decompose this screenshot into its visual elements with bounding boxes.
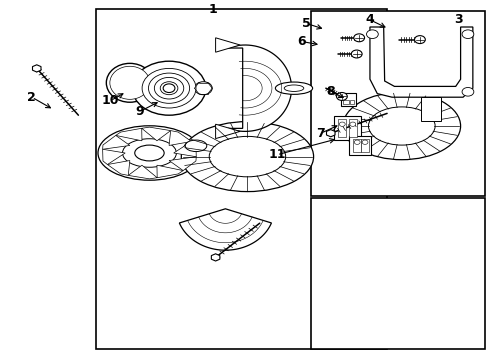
Polygon shape	[107, 161, 130, 175]
Ellipse shape	[275, 82, 313, 94]
Ellipse shape	[110, 66, 150, 99]
Bar	[341, 93, 356, 106]
Bar	[96, 9, 387, 349]
Ellipse shape	[160, 82, 178, 95]
Ellipse shape	[154, 77, 184, 99]
Ellipse shape	[185, 140, 207, 152]
Bar	[334, 116, 362, 140]
Circle shape	[462, 30, 474, 39]
Bar	[350, 100, 354, 104]
Polygon shape	[216, 38, 240, 52]
Bar	[349, 136, 371, 155]
Circle shape	[351, 50, 362, 58]
Ellipse shape	[209, 136, 286, 177]
Text: 7: 7	[317, 127, 325, 140]
Polygon shape	[142, 127, 171, 141]
Polygon shape	[32, 65, 41, 72]
Polygon shape	[169, 157, 196, 171]
Text: 4: 4	[366, 13, 374, 26]
Bar	[311, 198, 485, 349]
Ellipse shape	[98, 126, 201, 180]
Polygon shape	[128, 165, 157, 179]
Text: 6: 6	[297, 35, 306, 48]
Ellipse shape	[284, 85, 304, 91]
Polygon shape	[211, 254, 220, 261]
Bar	[338, 119, 346, 136]
Bar	[349, 119, 357, 136]
Polygon shape	[116, 128, 142, 141]
Ellipse shape	[135, 145, 164, 161]
Bar	[343, 100, 349, 104]
Polygon shape	[173, 141, 196, 157]
Polygon shape	[169, 131, 192, 145]
Text: 5: 5	[302, 17, 311, 30]
Polygon shape	[326, 130, 335, 137]
Polygon shape	[157, 165, 183, 178]
Polygon shape	[216, 124, 240, 139]
Bar	[361, 139, 369, 152]
Ellipse shape	[122, 139, 176, 167]
Polygon shape	[102, 149, 125, 165]
Circle shape	[415, 36, 425, 44]
Circle shape	[362, 140, 368, 144]
Polygon shape	[370, 27, 473, 97]
Polygon shape	[179, 209, 271, 250]
Circle shape	[354, 34, 365, 42]
Circle shape	[339, 122, 345, 126]
Text: 10: 10	[101, 94, 119, 107]
Ellipse shape	[106, 63, 153, 102]
Text: 11: 11	[268, 148, 286, 161]
Ellipse shape	[142, 68, 196, 108]
Ellipse shape	[343, 92, 461, 160]
Circle shape	[337, 93, 347, 100]
Ellipse shape	[368, 107, 435, 145]
Ellipse shape	[148, 73, 190, 103]
Text: 8: 8	[326, 85, 335, 98]
Text: 3: 3	[454, 13, 463, 26]
Text: 9: 9	[135, 105, 144, 118]
Ellipse shape	[195, 82, 212, 95]
Ellipse shape	[163, 84, 175, 93]
Bar	[311, 11, 485, 196]
Bar	[353, 139, 361, 152]
Text: 1: 1	[209, 3, 218, 15]
Polygon shape	[421, 97, 441, 121]
Ellipse shape	[181, 122, 314, 192]
Circle shape	[354, 140, 360, 144]
Text: 2: 2	[27, 91, 36, 104]
Polygon shape	[102, 135, 130, 149]
Circle shape	[350, 122, 356, 126]
Polygon shape	[228, 45, 292, 131]
Circle shape	[367, 30, 378, 39]
Circle shape	[462, 87, 474, 96]
Ellipse shape	[132, 61, 206, 115]
